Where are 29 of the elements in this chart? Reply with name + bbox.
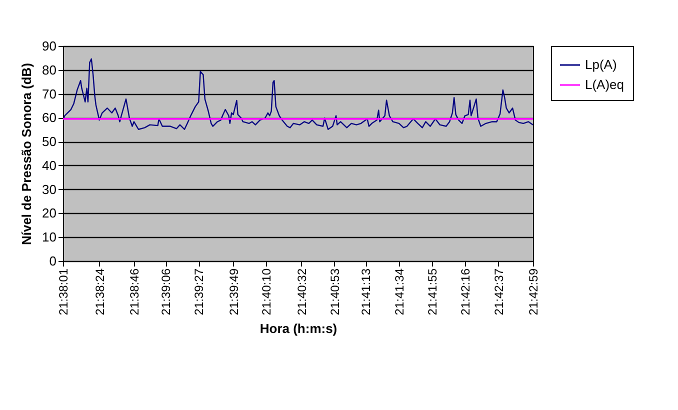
y-tick-label: 90 (42, 38, 56, 54)
x-tick-label: 21:41:34 (392, 268, 407, 316)
x-tick-label: 21:38:24 (92, 268, 107, 316)
y-tick-label: 70 (42, 86, 56, 102)
x-tick-label: 21:42:59 (526, 268, 540, 316)
x-tick-label: 21:42:16 (458, 268, 472, 316)
x-tick-label: 21:39:27 (192, 268, 206, 316)
legend-label: L(A)eq (585, 77, 624, 92)
legend-label: Lp(A) (585, 57, 617, 72)
x-tick-label: 21:40:32 (294, 268, 309, 316)
y-axis-title: Nível de Pressão Sonora (dB) (19, 62, 34, 246)
y-tick-label: 0 (49, 254, 56, 268)
y-tick-label: 20 (42, 206, 56, 221)
y-tick-label: 60 (42, 110, 56, 126)
y-tick-label: 40 (42, 158, 56, 173)
x-tick-label: 21:40:53 (328, 268, 342, 316)
x-tick-label: 21:38:46 (127, 268, 142, 316)
y-tick-label: 80 (42, 62, 56, 78)
y-tick-label: 10 (42, 230, 56, 245)
x-tick-label: 21:39:06 (159, 268, 174, 316)
x-axis-title: Hora (h:m:s) (260, 321, 338, 336)
x-tick-label: 21:42:37 (492, 268, 506, 316)
x-tick-label: 21:39:49 (226, 268, 241, 316)
x-tick-label: 21:38:01 (56, 268, 70, 316)
x-tick-label: 21:41:13 (359, 268, 374, 316)
x-tick-label: 21:41:55 (425, 268, 440, 316)
x-tick-label: 21:40:10 (260, 268, 274, 316)
y-tick-label: 50 (42, 134, 56, 150)
y-tick-label: 30 (42, 182, 56, 197)
